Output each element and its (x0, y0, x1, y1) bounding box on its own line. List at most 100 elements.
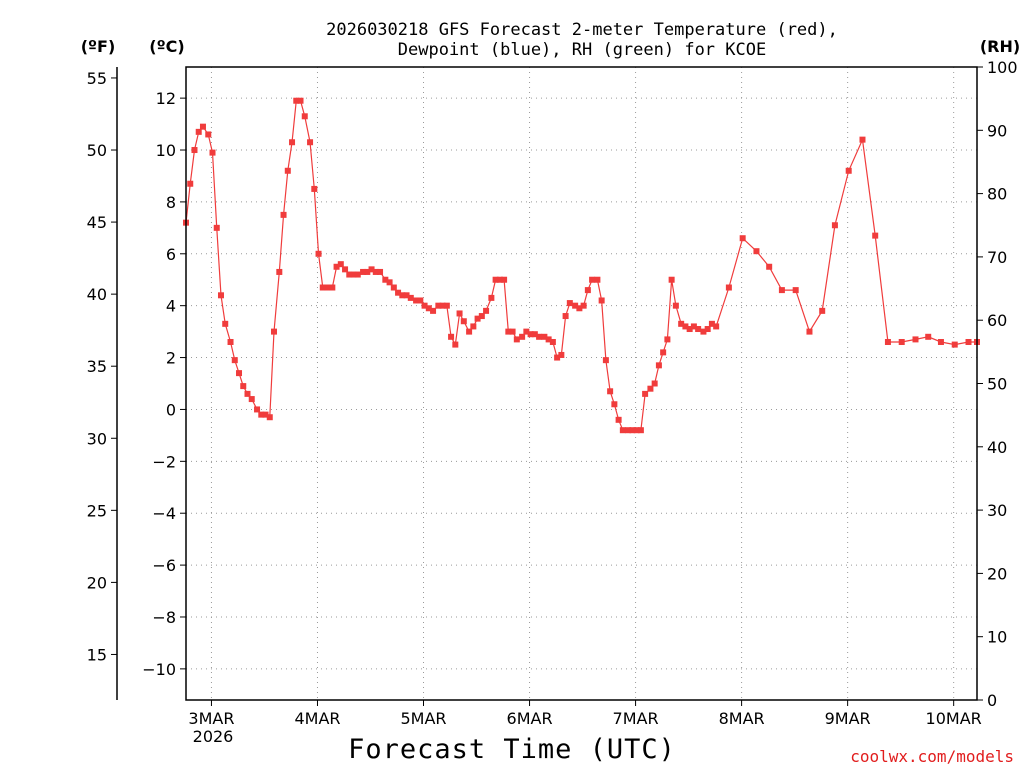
temperature-point (324, 284, 331, 291)
tick-label-rh: 100 (987, 58, 1018, 77)
temperature-point (258, 411, 265, 418)
temperature-point (187, 180, 194, 187)
tick-label-rh: 80 (987, 185, 1007, 204)
temperature-point (205, 131, 212, 138)
temperature-point (615, 416, 622, 423)
tick-label-f: 55 (87, 69, 107, 88)
tick-label-x: 6MAR (507, 709, 553, 728)
temperature-point (248, 396, 255, 403)
tick-label-c: 12 (156, 89, 176, 108)
tick-label-c: −8 (152, 608, 176, 627)
temperature-point (280, 211, 287, 218)
temperature-point (488, 294, 495, 301)
temperature-point (417, 297, 424, 304)
temperature-point (368, 266, 375, 273)
tick-label-c: −2 (152, 452, 176, 471)
tick-label-c: 8 (166, 193, 176, 212)
temperature-point (456, 310, 463, 317)
temperature-point (470, 323, 477, 330)
tick-label-rh: 50 (987, 375, 1007, 394)
temperature-point (266, 414, 273, 421)
temperature-point (413, 297, 420, 304)
temperature-point (403, 292, 410, 299)
temperature-point (244, 390, 251, 397)
tick-label-f: 20 (87, 573, 107, 592)
tick-label-x: 4MAR (294, 709, 340, 728)
temperature-point (554, 354, 561, 361)
temperature-point (199, 123, 206, 130)
temperature-point (678, 320, 685, 327)
tick-label-rh: 60 (987, 311, 1007, 330)
tick-label-x: 7MAR (613, 709, 659, 728)
temperature-point (227, 338, 234, 345)
temperature-point (619, 427, 626, 434)
temperature-point (545, 336, 552, 343)
tick-label-rh: 30 (987, 501, 1007, 520)
temperature-point (231, 357, 238, 364)
temperature-point (531, 331, 538, 338)
temperature-point (342, 266, 349, 273)
temperature-point (319, 284, 326, 291)
temperature-point (602, 357, 609, 364)
tick-label-c: 0 (166, 400, 176, 419)
temperature-point (262, 411, 269, 418)
temperature-point (651, 380, 658, 387)
tick-label-f: 35 (87, 357, 107, 376)
temperature-point (739, 235, 746, 242)
temperature-point (642, 390, 649, 397)
temperature-point (725, 284, 732, 291)
temperature-point (372, 268, 379, 275)
tick-label-c: 10 (156, 141, 176, 160)
grid-lines (186, 67, 977, 700)
temperature-point (293, 97, 300, 104)
tick-label-rh: 10 (987, 628, 1007, 647)
temperature-point (439, 302, 446, 309)
temperature-point (965, 338, 972, 345)
temperature-point (297, 97, 304, 104)
temperature-point (360, 268, 367, 275)
tick-label-rh: 90 (987, 121, 1007, 140)
temperature-point (209, 149, 216, 156)
temperature-point (753, 248, 760, 255)
temperature-point (872, 232, 879, 239)
temperature-point (191, 147, 198, 154)
temperature-point (333, 263, 340, 270)
temperature-point (222, 320, 229, 327)
temperature-point (625, 427, 632, 434)
temperature-point (382, 276, 389, 283)
temperature-point (395, 289, 402, 296)
temperature-point (806, 328, 813, 335)
temperature-point (859, 136, 866, 143)
temperature-point (686, 326, 693, 333)
temperature-point (704, 326, 711, 333)
temperature-point (271, 328, 278, 335)
tick-label-f: 30 (87, 429, 107, 448)
temperature-point (549, 338, 556, 345)
tick-label-x: 5MAR (400, 709, 446, 728)
temperature-point (289, 139, 296, 146)
temperature-point (254, 406, 261, 413)
temperature-point (460, 318, 467, 325)
tick-label-c: −6 (152, 556, 176, 575)
unit-label-f: (ºF) (81, 37, 116, 56)
temperature-point (329, 284, 336, 291)
temperature-point (452, 341, 459, 348)
tick-label-x: 8MAR (719, 709, 765, 728)
temperature-point (708, 320, 715, 327)
temperature-point (478, 313, 485, 320)
temperature-point (527, 331, 534, 338)
temperature-point (690, 323, 697, 330)
temperature-point (519, 333, 526, 340)
temperature-point (399, 292, 406, 299)
tick-label-x: 10MAR (926, 709, 982, 728)
unit-label-rh: (RH) (980, 37, 1020, 56)
temperature-point (425, 305, 432, 312)
temperature-point (682, 323, 689, 330)
tick-label-f: 25 (87, 501, 107, 520)
temperature-point (386, 279, 393, 286)
temperature-point (937, 338, 944, 345)
temperature-point (607, 388, 614, 395)
tick-label-rh: 20 (987, 564, 1007, 583)
temperature-point (792, 287, 799, 294)
temperature-point (912, 336, 919, 343)
